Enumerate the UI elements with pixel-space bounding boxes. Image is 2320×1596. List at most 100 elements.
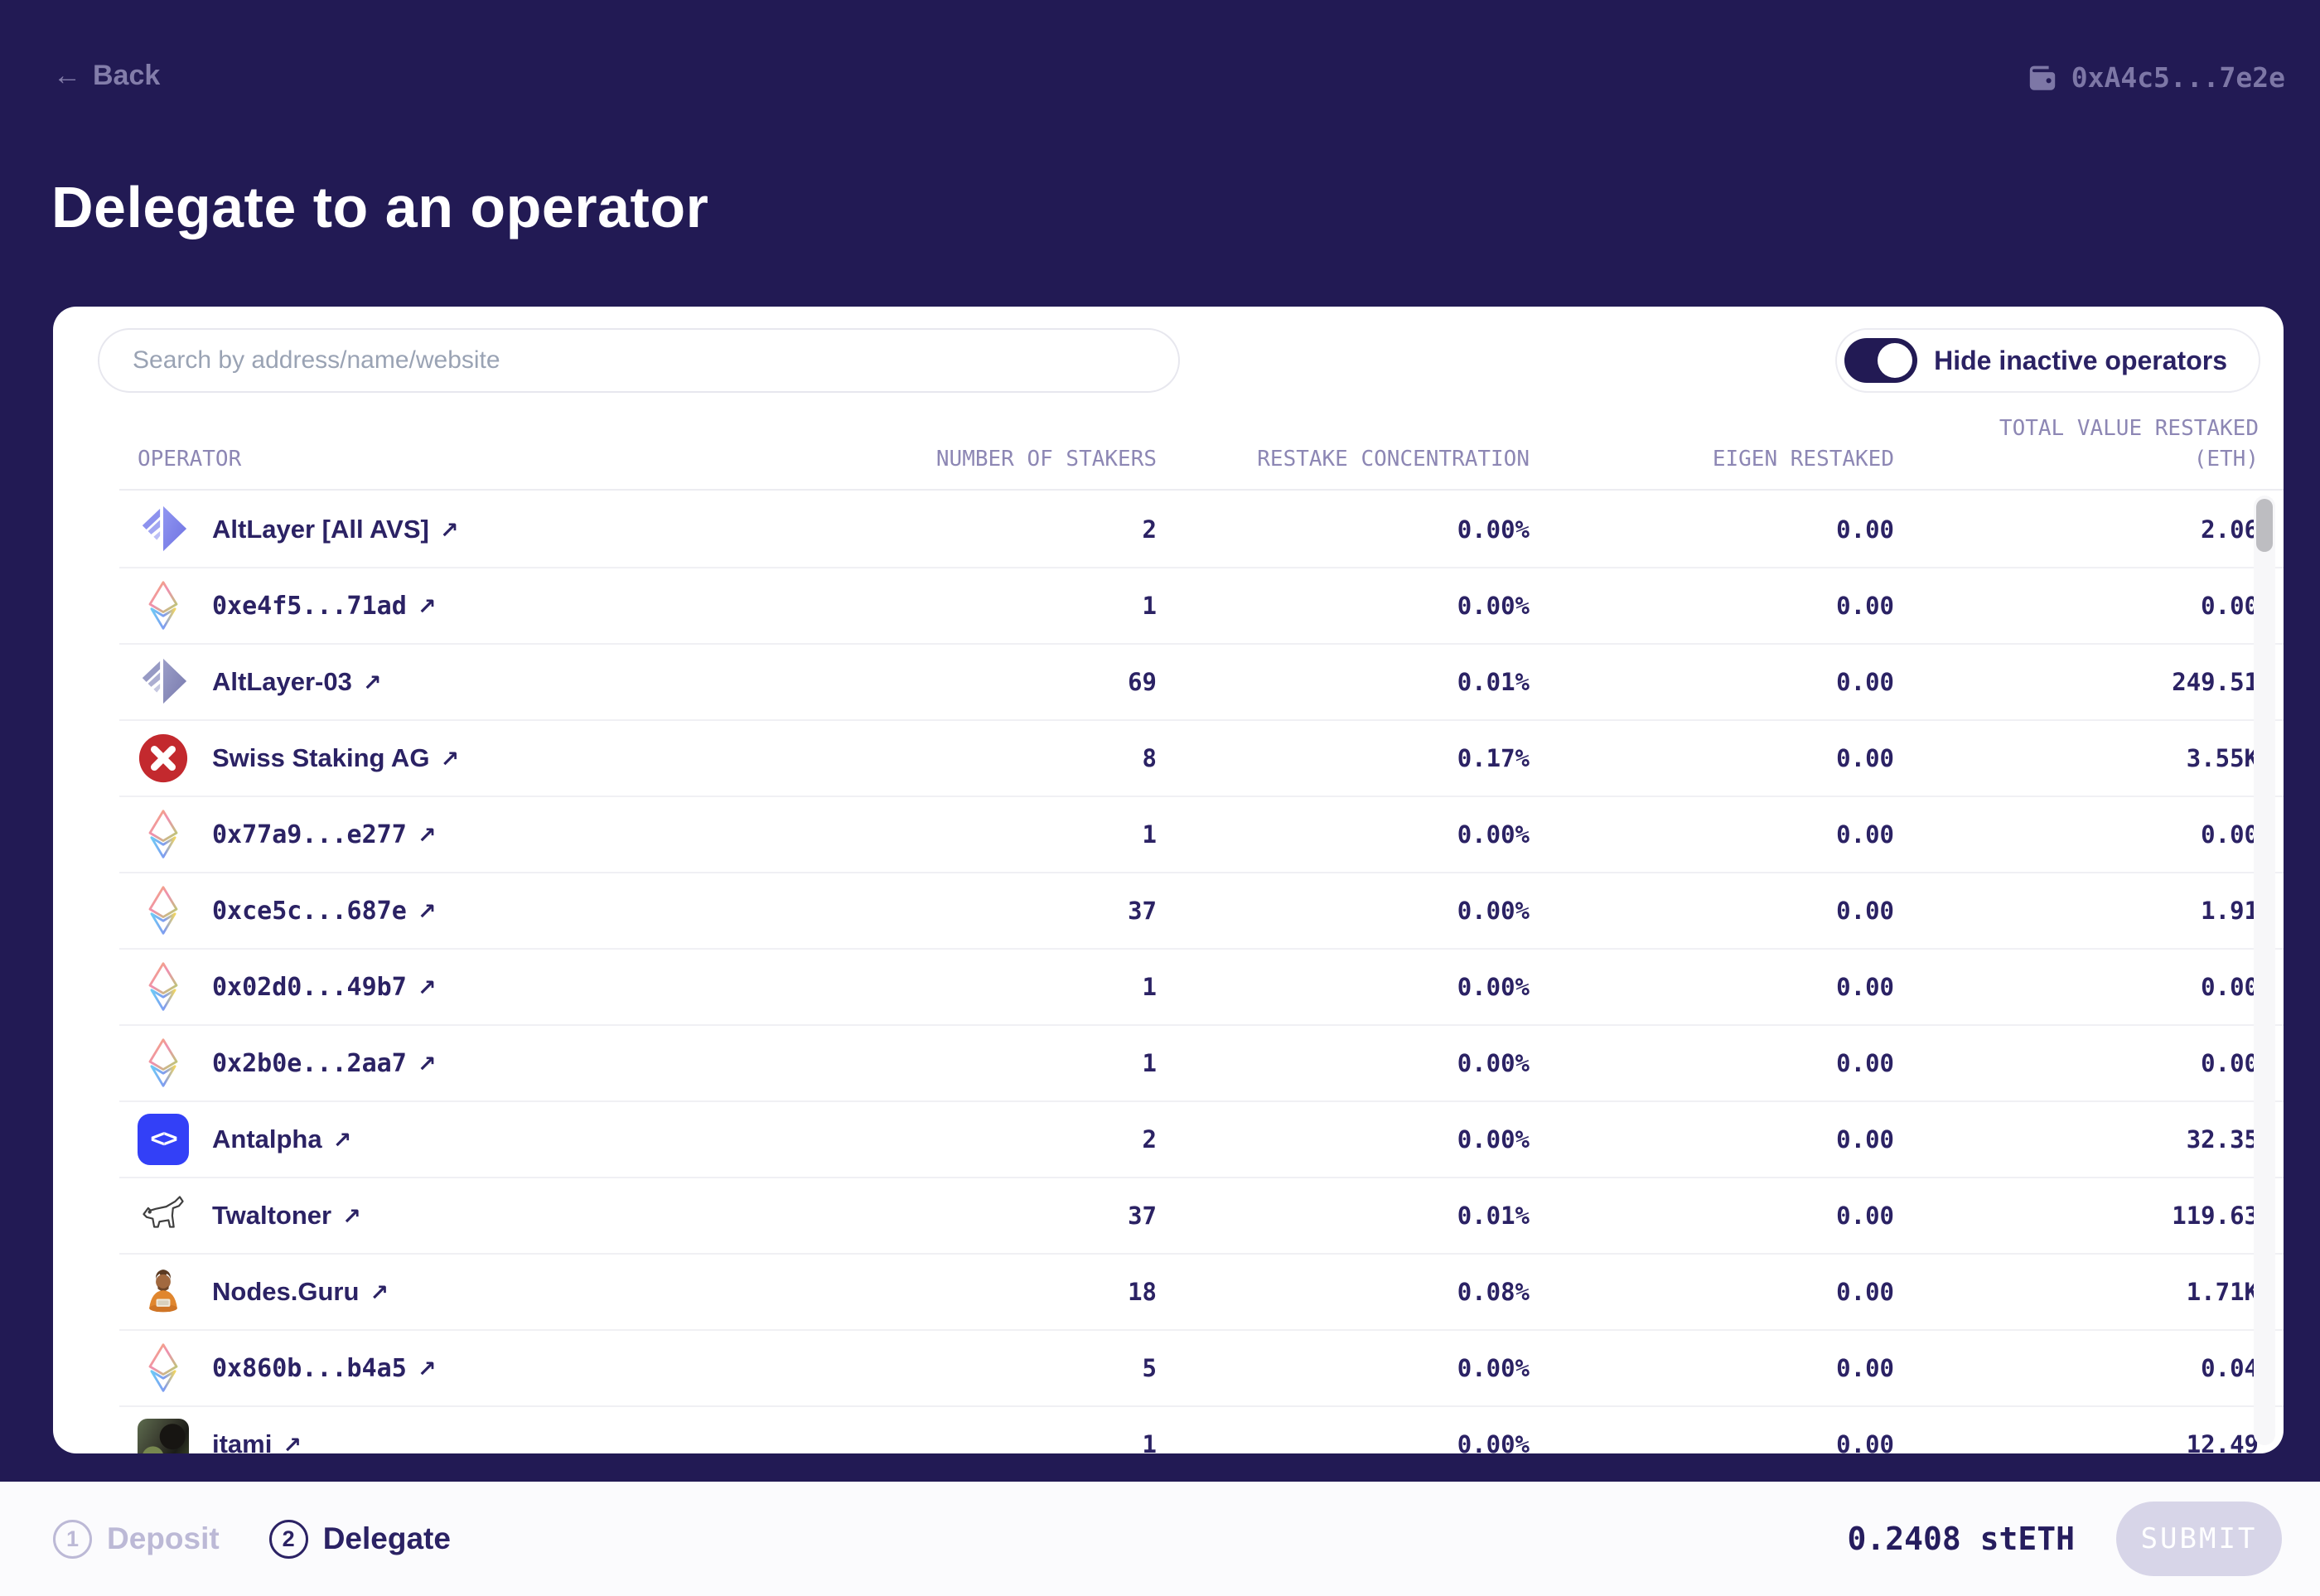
operator-link[interactable]: AltLayer-03 ↗ [212,667,381,697]
stakers-value: 69 [1128,668,1157,696]
table-header-row: OPERATOR NUMBER OF STAKERS RESTAKE CONCE… [119,404,2284,491]
step-deposit[interactable]: 1 Deposit [53,1519,220,1559]
stakers-value: 2 [1142,515,1157,544]
table-row[interactable]: AltLayer-03 ↗ 69 0.01% 0.00 249.51 [119,645,2284,721]
search-input[interactable] [98,328,1180,393]
column-header-operator: OPERATOR [138,447,242,472]
total-value: 2.06 [2201,515,2259,544]
operator-table-body: AltLayer [All AVS] ↗ 2 0.00% 0.00 2.06 0x… [119,492,2284,1453]
stakers-value: 1 [1142,1049,1157,1077]
eigen-value: 0.00 [1836,515,1894,544]
stakers-value: 37 [1128,1202,1157,1230]
ethereum-logo-icon [138,961,189,1013]
operator-link[interactable]: Antalpha ↗ [212,1124,351,1154]
operator-link[interactable]: Nodes.Guru ↗ [212,1277,389,1307]
submit-button[interactable]: SUBMIT [2116,1502,2282,1576]
eigen-value: 0.00 [1836,973,1894,1001]
operator-name: AltLayer [All AVS] [212,515,429,544]
back-arrow-icon: ← [53,60,81,91]
eigen-value: 0.00 [1836,1049,1894,1077]
eigen-value: 0.00 [1836,668,1894,696]
toggle-label: Hide inactive operators [1934,345,2227,375]
total-value: 1.91 [2201,897,2259,925]
operator-name: 0x860b...b4a5 [212,1353,407,1383]
table-row[interactable]: 0xe4f5...71ad ↗ 1 0.00% 0.00 0.00 [119,568,2284,645]
external-link-icon: ↗ [417,1356,437,1382]
external-link-icon: ↗ [342,1204,361,1230]
operator-name: 0xe4f5...71ad [212,591,407,621]
concentration-value: 0.00% [1457,1125,1530,1153]
total-value: 32.35 [2186,1125,2259,1153]
total-value: 0.04 [2201,1354,2259,1382]
total-value: 119.63 [2172,1202,2259,1230]
operator-name: 0xce5c...687e [212,896,407,926]
operator-link[interactable]: AltLayer [All AVS] ↗ [212,515,458,544]
concentration-value: 0.00% [1457,897,1530,925]
wallet-icon [2027,64,2058,91]
stakers-value: 8 [1142,744,1157,772]
external-link-icon: ↗ [370,1280,389,1306]
concentration-value: 0.00% [1457,1049,1530,1077]
operator-name: Nodes.Guru [212,1277,360,1306]
operator-name: Antalpha [212,1124,322,1153]
table-row[interactable]: 0xce5c...687e ↗ 37 0.00% 0.00 1.91 [119,873,2284,950]
operator-link[interactable]: Swiss Staking AG ↗ [212,743,459,773]
page-title: Delegate to an operator [51,175,709,239]
table-row[interactable]: itami ↗ 1 0.00% 0.00 12.49 [119,1407,2284,1453]
table-scrollbar[interactable] [2254,496,2275,1445]
stakers-value: 1 [1142,1430,1157,1453]
total-value: 0.00 [2201,592,2259,620]
eigen-value: 0.00 [1836,744,1894,772]
stakers-value: 1 [1142,592,1157,620]
table-row[interactable]: <> Antalpha ↗ 2 0.00% 0.00 32.35 [119,1102,2284,1178]
external-link-icon: ↗ [417,593,437,620]
operator-link[interactable]: 0x860b...b4a5 ↗ [212,1354,436,1383]
eigen-value: 0.00 [1836,1430,1894,1453]
scrollbar-thumb[interactable] [2256,499,2273,552]
operator-link[interactable]: 0xce5c...687e ↗ [212,897,436,926]
table-row[interactable]: 0x02d0...49b7 ↗ 1 0.00% 0.00 0.00 [119,950,2284,1026]
step-delegate[interactable]: 2 Delegate [268,1519,451,1559]
table-row[interactable]: Twaltoner ↗ 37 0.01% 0.00 119.63 [119,1178,2284,1255]
operator-name: Swiss Staking AG [212,743,430,772]
total-value: 3.55K [2186,744,2259,772]
table-row[interactable]: Nodes.Guru ↗ 18 0.08% 0.00 1.71K [119,1255,2284,1331]
concentration-value: 0.00% [1457,1430,1530,1453]
step-label: Delegate [322,1521,451,1555]
table-row[interactable]: Swiss Staking AG ↗ 8 0.17% 0.00 3.55K [119,721,2284,797]
stakers-value: 1 [1142,820,1157,849]
eigen-value: 0.00 [1836,1202,1894,1230]
operator-link[interactable]: Twaltoner ↗ [212,1201,361,1231]
back-label: Back [93,60,161,91]
external-link-icon: ↗ [417,898,437,925]
ethereum-logo-icon [138,809,189,860]
operator-link[interactable]: itami ↗ [212,1429,302,1453]
operator-link[interactable]: 0x77a9...e277 ↗ [212,820,436,849]
stakers-value: 2 [1142,1125,1157,1153]
table-row[interactable]: 0x77a9...e277 ↗ 1 0.00% 0.00 0.00 [119,797,2284,873]
operator-name: 0x77a9...e277 [212,820,407,849]
external-link-icon: ↗ [417,975,437,1001]
table-row[interactable]: 0x860b...b4a5 ↗ 5 0.00% 0.00 0.04 [119,1331,2284,1407]
dog-sketch-logo-icon [138,1190,189,1241]
concentration-value: 0.01% [1457,1202,1530,1230]
wallet-address-button[interactable]: 0xA4c5...7e2e [2027,61,2285,94]
concentration-value: 0.00% [1457,592,1530,620]
table-row[interactable]: AltLayer [All AVS] ↗ 2 0.00% 0.00 2.06 [119,492,2284,568]
swiss-staking-logo-icon [138,733,189,784]
operator-name: AltLayer-03 [212,667,352,696]
hide-inactive-toggle[interactable]: Hide inactive operators [1835,328,2260,393]
toggle-switch-icon[interactable] [1844,338,1918,383]
antalpha-logo-icon: <> [138,1114,189,1165]
operator-link[interactable]: 0x02d0...49b7 ↗ [212,973,436,1002]
eigen-value: 0.00 [1836,592,1894,620]
concentration-value: 0.00% [1457,515,1530,544]
step-number: 1 [53,1519,92,1559]
ethereum-logo-icon [138,1037,189,1089]
back-button[interactable]: ← Back [53,60,160,92]
operator-link[interactable]: 0xe4f5...71ad ↗ [212,592,436,621]
operator-link[interactable]: 0x2b0e...2aa7 ↗ [212,1049,436,1078]
eigen-value: 0.00 [1836,1354,1894,1382]
table-row[interactable]: 0x2b0e...2aa7 ↗ 1 0.00% 0.00 0.00 [119,1026,2284,1102]
concentration-value: 0.08% [1457,1278,1530,1306]
